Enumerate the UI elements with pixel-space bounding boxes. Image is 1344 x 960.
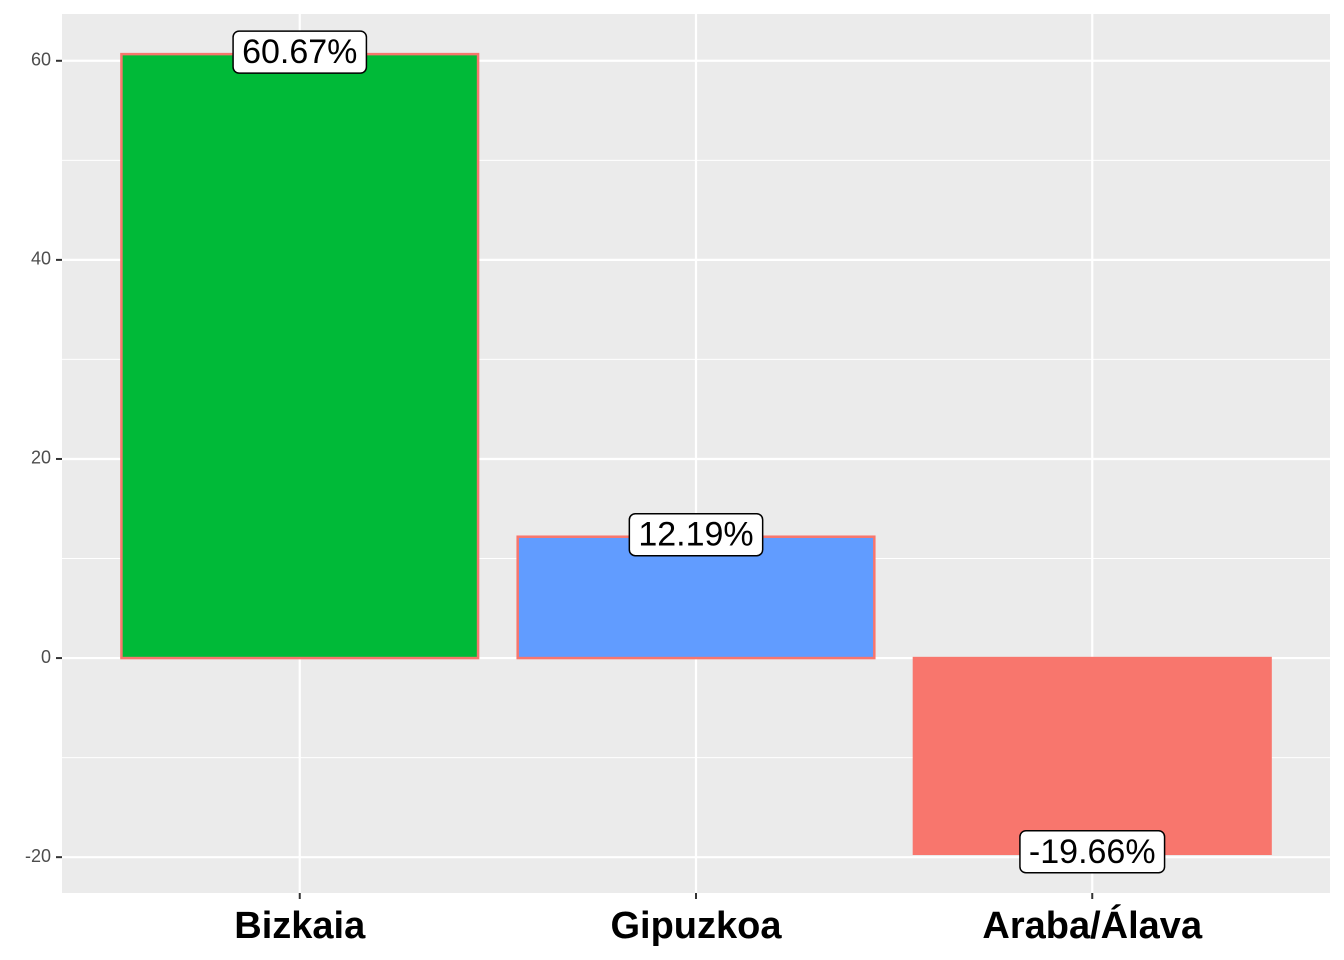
bar: [912, 656, 1272, 856]
bar: [516, 535, 876, 660]
value-label: -19.66%: [1029, 833, 1156, 871]
y-tick-label: 40: [31, 249, 51, 269]
y-tick-label: 20: [31, 448, 51, 468]
y-tick-label: -20: [25, 846, 51, 866]
value-label-box: [232, 30, 368, 74]
x-tick-label: Araba/Álava: [982, 903, 1203, 947]
x-tick-label: Bizkaia: [234, 905, 366, 947]
y-tick-label: 60: [31, 50, 51, 70]
y-tick-label: 0: [41, 647, 51, 667]
value-label: 60.67%: [242, 33, 357, 71]
value-label-box: [628, 512, 764, 557]
x-tick-label: Gipuzkoa: [610, 905, 782, 947]
value-label: 12.19%: [638, 516, 753, 554]
bar: [120, 52, 480, 660]
value-label-box: [1019, 830, 1166, 874]
